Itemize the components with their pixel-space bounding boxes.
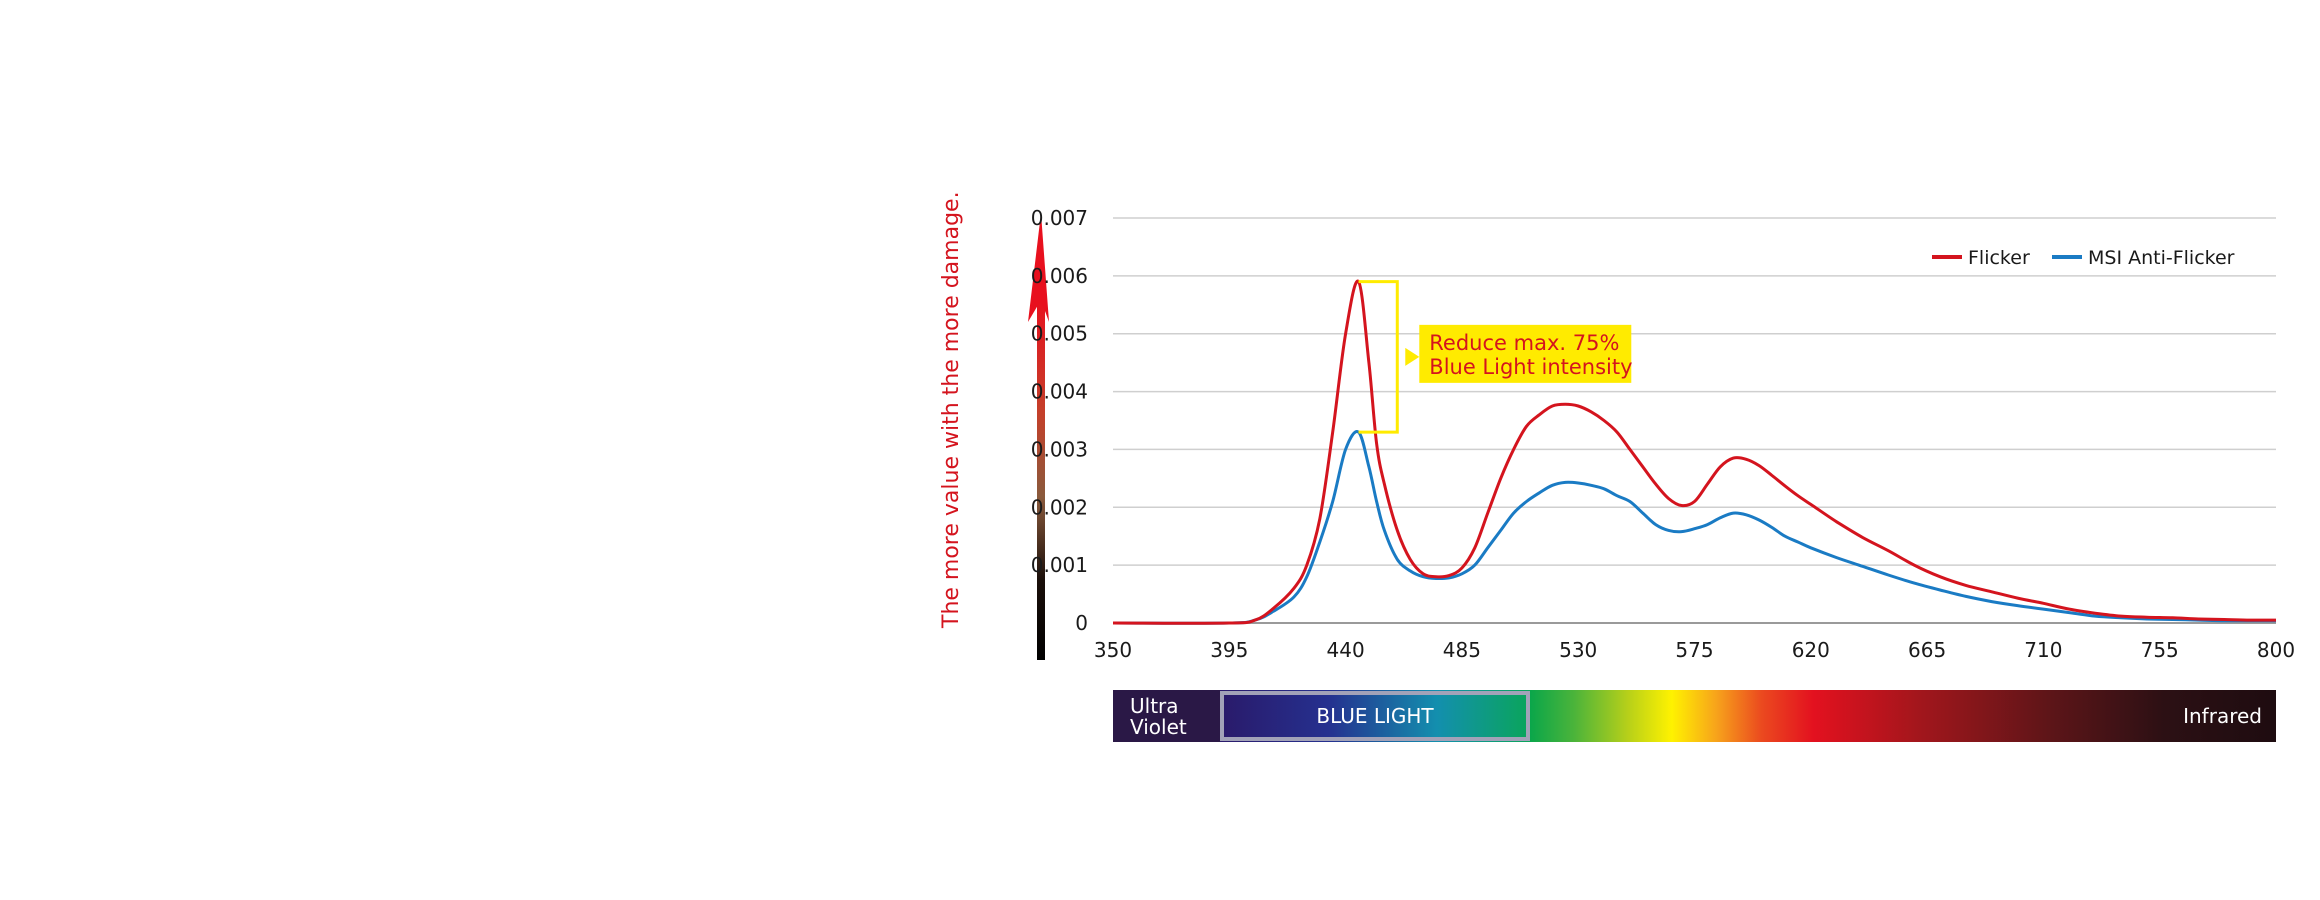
spectrum-band: Ultra Violet BLUE LIGHT Infrared <box>1113 690 2276 742</box>
x-tick-label: 665 <box>1908 638 1946 662</box>
damage-arrow-shaft <box>1037 298 1045 660</box>
damage-arrow-label: The more value with the more damage. <box>939 191 964 629</box>
y-tick-label: 0.003 <box>1031 437 1088 461</box>
series-line-flicker <box>1112 279 2277 625</box>
x-tick-label: 710 <box>2024 638 2062 662</box>
blue-light-label: BLUE LIGHT <box>1316 704 1434 728</box>
x-tick-label: 530 <box>1559 638 1597 662</box>
y-tick-label: 0 <box>1075 611 1088 635</box>
damage-arrow <box>1028 213 1049 660</box>
x-tick-label: 350 <box>1094 638 1132 662</box>
x-tick-label: 620 <box>1792 638 1830 662</box>
reduction-annotation: Reduce max. 75% Blue Light intensity <box>1358 280 1633 434</box>
grid <box>1113 217 2276 624</box>
y-axis-ticks: 0 0.001 0.002 0.003 0.004 0.005 0.006 0.007 <box>1031 206 1088 635</box>
ultra-violet-label-line2: Violet <box>1130 715 1187 739</box>
ultra-violet-label-line1: Ultra <box>1130 694 1179 718</box>
x-tick-label: 485 <box>1443 638 1481 662</box>
series-line-anti-flicker <box>1112 430 2276 625</box>
x-tick-label: 755 <box>2141 638 2179 662</box>
blue-light-segment <box>1220 690 1530 742</box>
x-tick-label: 440 <box>1327 638 1365 662</box>
reduction-label-line2: Blue Light intensity <box>1429 355 1632 379</box>
visible-spectrum-segment <box>1530 690 2276 742</box>
y-tick-label: 0.002 <box>1031 495 1088 519</box>
ultra-violet-segment <box>1113 690 1220 742</box>
x-tick-label: 395 <box>1210 638 1248 662</box>
infrared-label: Infrared <box>2183 704 2262 728</box>
x-tick-label: 800 <box>2257 638 2295 662</box>
damage-arrow-head <box>1028 213 1049 322</box>
legend: Flicker MSI Anti-Flicker <box>1932 247 2235 269</box>
reduction-label-box <box>1419 324 1632 383</box>
legend-label-anti-flicker: MSI Anti-Flicker <box>2088 247 2235 269</box>
reduction-bracket <box>1358 280 1399 434</box>
y-tick-label: 0.005 <box>1031 322 1088 346</box>
series-layer <box>1112 279 2277 625</box>
x-tick-label: 575 <box>1675 638 1713 662</box>
reduction-pointer <box>1405 347 1420 366</box>
y-tick-label: 0.006 <box>1031 264 1088 288</box>
blue-light-frame <box>1220 691 1530 741</box>
y-tick-label: 0.007 <box>1031 206 1088 230</box>
y-tick-label: 0.004 <box>1031 380 1088 404</box>
legend-label-flicker: Flicker <box>1968 247 2030 269</box>
y-tick-label: 0.001 <box>1031 553 1088 577</box>
x-axis-ticks: 350 395 440 485 530 575 620 665 710 755 800 <box>1094 638 2295 662</box>
reduction-label-line1: Reduce max. 75% <box>1429 331 1619 355</box>
